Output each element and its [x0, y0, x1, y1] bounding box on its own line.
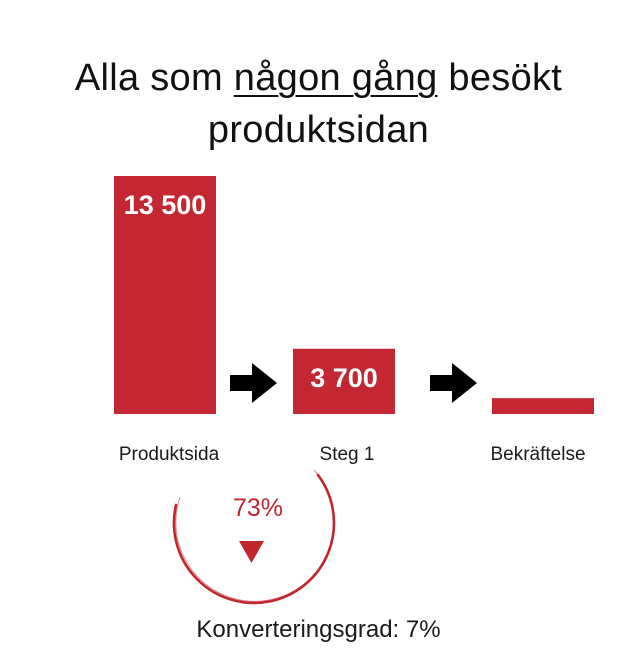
bar-value-label: 13 500: [124, 190, 207, 220]
badge-circle-stroke2: [175, 469, 335, 602]
arrows-group: [230, 363, 477, 403]
bar-steg-1: [293, 348, 395, 414]
chart-title: Alla som någon gång besökt produktsidan: [0, 52, 637, 156]
bar-value-label: 3 700: [310, 363, 378, 393]
category-label: Steg 1: [320, 444, 375, 465]
title-line2: produktsidan: [207, 109, 430, 151]
title-part2: besökt: [437, 57, 563, 99]
conversion-badge: 73%: [172, 469, 336, 605]
labels-group: Produktsida Steg 1 Bekräftelse: [119, 444, 586, 465]
bar-bekräftelse: [492, 398, 594, 414]
bar-value-label: 900: [520, 412, 565, 442]
arrow-right-icon: [230, 363, 277, 403]
category-label: Bekräftelse: [490, 444, 585, 465]
category-label: Produktsida: [119, 444, 220, 465]
title-part1: Alla som: [74, 57, 234, 99]
arrow-right-icon: [430, 363, 477, 403]
bars-group: 13 500 3 700 900: [114, 176, 594, 442]
title-underlined: någon gång: [233, 57, 438, 99]
triangle-down-icon: [239, 541, 264, 563]
bar-produktsida: [114, 176, 216, 414]
conversion-percent: 73%: [233, 494, 283, 522]
conversion-rate-text: Konverteringsgrad: 7%: [196, 616, 441, 643]
